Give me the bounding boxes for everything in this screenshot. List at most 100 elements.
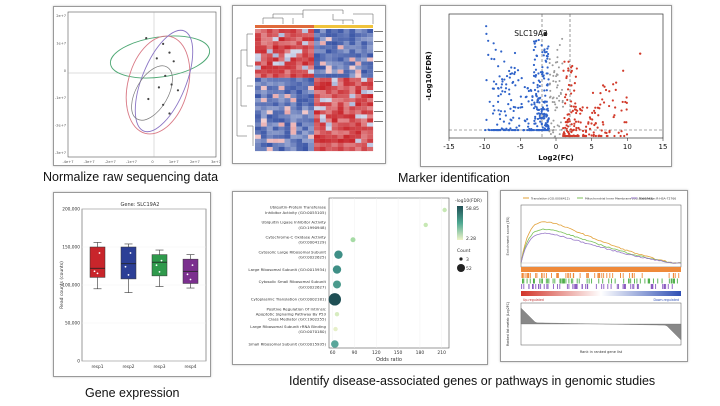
volcano-point-ns: [555, 106, 558, 109]
gsea-hit: [561, 278, 563, 284]
heatmap-cell: [343, 106, 350, 111]
heatmap-cell: [255, 142, 261, 148]
volcano-point-down: [530, 103, 533, 106]
gsea-hit: [523, 284, 525, 289]
heatmap-cell: [290, 122, 297, 127]
heatmap-cell: [337, 118, 344, 123]
heatmap-cell: [337, 90, 344, 95]
volcano-point-up: [620, 130, 623, 133]
volcano-point-up: [563, 132, 566, 135]
gsea-curve: [520, 228, 682, 264]
gsea-hit: [554, 278, 556, 284]
heatmap-cell: [331, 130, 338, 135]
heatmap-cell: [325, 49, 332, 54]
pca-point: [172, 60, 175, 63]
gsea-hit: [622, 273, 624, 278]
volcano-point-up: [613, 134, 616, 138]
volcano-point-up: [593, 111, 597, 114]
heatmap-cell: [290, 94, 297, 99]
volcano-point-down: [514, 84, 517, 87]
gsea-hit: [671, 278, 673, 284]
heatmap-cell: [308, 73, 315, 78]
heatmap-cell: [290, 69, 297, 74]
heatmap-cell: [367, 37, 374, 42]
heatmap-cell: [278, 81, 285, 87]
heatmap-cell: [266, 33, 273, 38]
heatmap-cell: [260, 73, 267, 78]
volcano-point-up: [598, 134, 601, 137]
gsea-hit: [634, 278, 635, 284]
volcano-point-ns: [558, 95, 561, 98]
dotplot-count-title: Count: [457, 248, 471, 254]
heatmap-cell: [266, 90, 273, 95]
heatmap-cell: [296, 106, 303, 111]
heatmap-cell: [272, 98, 279, 103]
heatmap-cell: [319, 110, 326, 115]
gsea-hit: [597, 273, 599, 278]
heatmap-cell: [319, 49, 326, 54]
heatmap-cell: [361, 85, 368, 91]
gsea-hit: [599, 273, 601, 278]
dotplot-x-tick-label: 120: [372, 350, 381, 356]
pca-y-tick-label: 0: [64, 69, 67, 73]
heatmap-cell: [284, 65, 291, 70]
volcano-point-up: [620, 109, 623, 112]
volcano-point-up: [625, 108, 628, 111]
heatmap-cell: [284, 90, 291, 95]
heatmap-cell: [290, 49, 297, 54]
heatmap-cell: [308, 126, 315, 131]
heatmap-cell: [367, 49, 374, 54]
pca-y-tick-label: -2e+7: [55, 124, 66, 128]
volcano-point-down: [537, 112, 540, 115]
heatmap-cell: [255, 81, 261, 87]
gsea-hit: [527, 273, 529, 278]
heatmap-cell: [255, 126, 261, 131]
gsea-hit: [601, 273, 603, 278]
volcano-point-down: [535, 95, 538, 98]
heatmap-cell: [319, 138, 326, 143]
heatmap-cell: [266, 94, 273, 99]
heatmap-cell: [337, 98, 344, 103]
heatmap-cell: [349, 33, 356, 38]
volcano-point-up: [599, 103, 602, 106]
heatmap-cell: [361, 118, 368, 123]
volcano-point-down: [534, 45, 537, 49]
heatmap-cell: [343, 65, 350, 70]
volcano-point-down: [503, 90, 507, 93]
heatmap-cell: [355, 102, 362, 107]
dotplot-term-label: Cytosolic Small Ribosomal Subunit (GO:002…: [259, 279, 327, 289]
box-series: [89, 242, 199, 293]
heatmap-cell: [361, 45, 368, 50]
heatmap-cell: [314, 98, 320, 103]
heatmap-cell: [296, 29, 303, 34]
heatmap-cell: [331, 102, 338, 107]
dotplot-term-line: Small Ribosomal Subunit (GO:0015935): [249, 341, 327, 346]
heatmap-cell: [314, 41, 320, 46]
dotplot-term-labels: Ubiquitin-Protein Transferase Inhibitor A…: [248, 205, 326, 347]
volcano-point-up: [563, 116, 566, 120]
heatmap-cell: [343, 122, 350, 127]
gsea-hit: [567, 273, 569, 278]
heatmap-cell: [349, 53, 356, 58]
heatmap-cell: [290, 130, 297, 135]
heatmap-cell: [349, 98, 356, 103]
heatmap-cell: [272, 90, 279, 95]
gsea-hit: [556, 284, 558, 289]
heatmap-cell: [314, 33, 320, 38]
box-ylabel: Read counts (counts): [59, 261, 65, 309]
volcano-point-down: [509, 118, 512, 121]
dotplot-term-label: Cytoplasmic Translation (GO:0002181): [251, 297, 327, 302]
volcano-point-down: [530, 128, 533, 131]
heatmap-cell: [308, 90, 315, 95]
box-y-tick-label: 200,000: [62, 207, 80, 213]
volcano-point-down: [484, 128, 487, 132]
heatmap-cell: [296, 45, 303, 50]
box-sample-point: [186, 273, 189, 276]
dotplot-term-line: Large Ribosomal Subunit rRNA Binding: [250, 324, 326, 329]
volcano-point-ns: [561, 37, 564, 40]
gsea-hit: [663, 284, 665, 289]
volcano-point-down: [519, 106, 522, 109]
volcano-point-down: [513, 72, 516, 76]
gsea-hit: [526, 278, 528, 284]
heatmap-cell: [272, 106, 279, 111]
